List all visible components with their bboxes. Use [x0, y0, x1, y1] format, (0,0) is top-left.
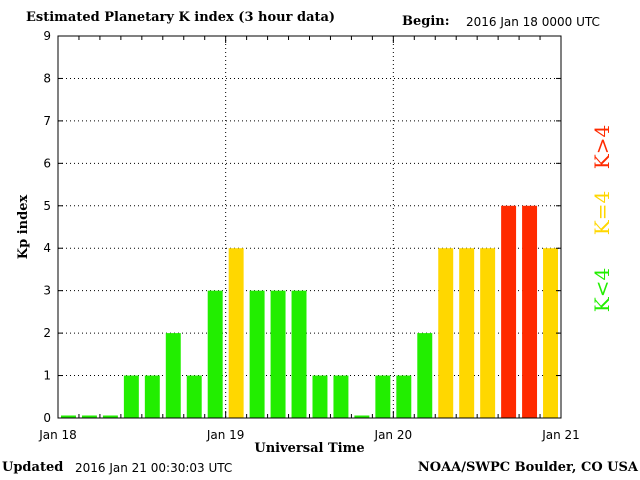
y-tick-label: 3	[43, 284, 51, 298]
kp-bar	[396, 375, 412, 418]
kp-bar	[186, 375, 202, 418]
chart-title: Estimated Planetary K index (3 hour data…	[26, 10, 336, 25]
kp-bar	[501, 205, 517, 418]
kp-bar	[228, 248, 244, 418]
y-tick-label: 1	[43, 369, 51, 383]
y-tick-label: 6	[43, 156, 51, 170]
kp-bar	[312, 375, 328, 418]
kp-bar	[207, 290, 223, 418]
y-tick-label: 7	[43, 114, 51, 128]
kp-bar	[333, 375, 349, 418]
kp-bar	[417, 333, 433, 418]
x-axis-title: Universal Time	[254, 441, 364, 456]
x-tick-label: Jan 20	[374, 428, 413, 442]
kp-bar	[165, 333, 181, 418]
y-axis-title: Kp index	[16, 195, 31, 260]
updated-label: Updated	[2, 460, 64, 475]
kp-bar	[459, 248, 475, 418]
y-tick-label: 0	[43, 411, 51, 425]
kp-bar	[354, 415, 370, 418]
kp-bar	[81, 415, 97, 418]
y-tick-label: 9	[43, 29, 51, 43]
y-tick-label: 5	[43, 199, 51, 213]
kp-bar	[291, 290, 307, 418]
y-tick-label: 8	[43, 71, 51, 85]
kp-bar	[438, 248, 454, 418]
kp-bar	[249, 290, 265, 418]
kp-bar	[543, 248, 558, 418]
legend-item-high: K>4	[590, 125, 614, 169]
kp-bar	[61, 415, 76, 418]
x-tick-label: Jan 19	[206, 428, 245, 442]
kp-bar	[480, 248, 496, 418]
legend-item-moderate: K=4	[590, 191, 614, 235]
kp-bar	[123, 375, 139, 418]
kp-bar	[270, 290, 286, 418]
kp-bar	[522, 205, 538, 418]
credit-text: NOAA/SWPC Boulder, CO USA	[417, 460, 638, 475]
kp-bar	[144, 375, 160, 418]
x-tick-label: Jan 21	[541, 428, 580, 442]
y-tick-label: 4	[43, 241, 51, 255]
x-tick-label: Jan 18	[38, 428, 77, 442]
kp-bar	[375, 375, 391, 418]
kp-bar	[102, 415, 118, 418]
begin-label: Begin:	[402, 14, 450, 29]
y-tick-label: 2	[43, 326, 51, 340]
begin-value: 2016 Jan 18 0000 UTC	[466, 15, 600, 29]
legend-item-low: K<4	[590, 268, 614, 312]
updated-value: 2016 Jan 21 00:30:03 UTC	[75, 461, 233, 475]
